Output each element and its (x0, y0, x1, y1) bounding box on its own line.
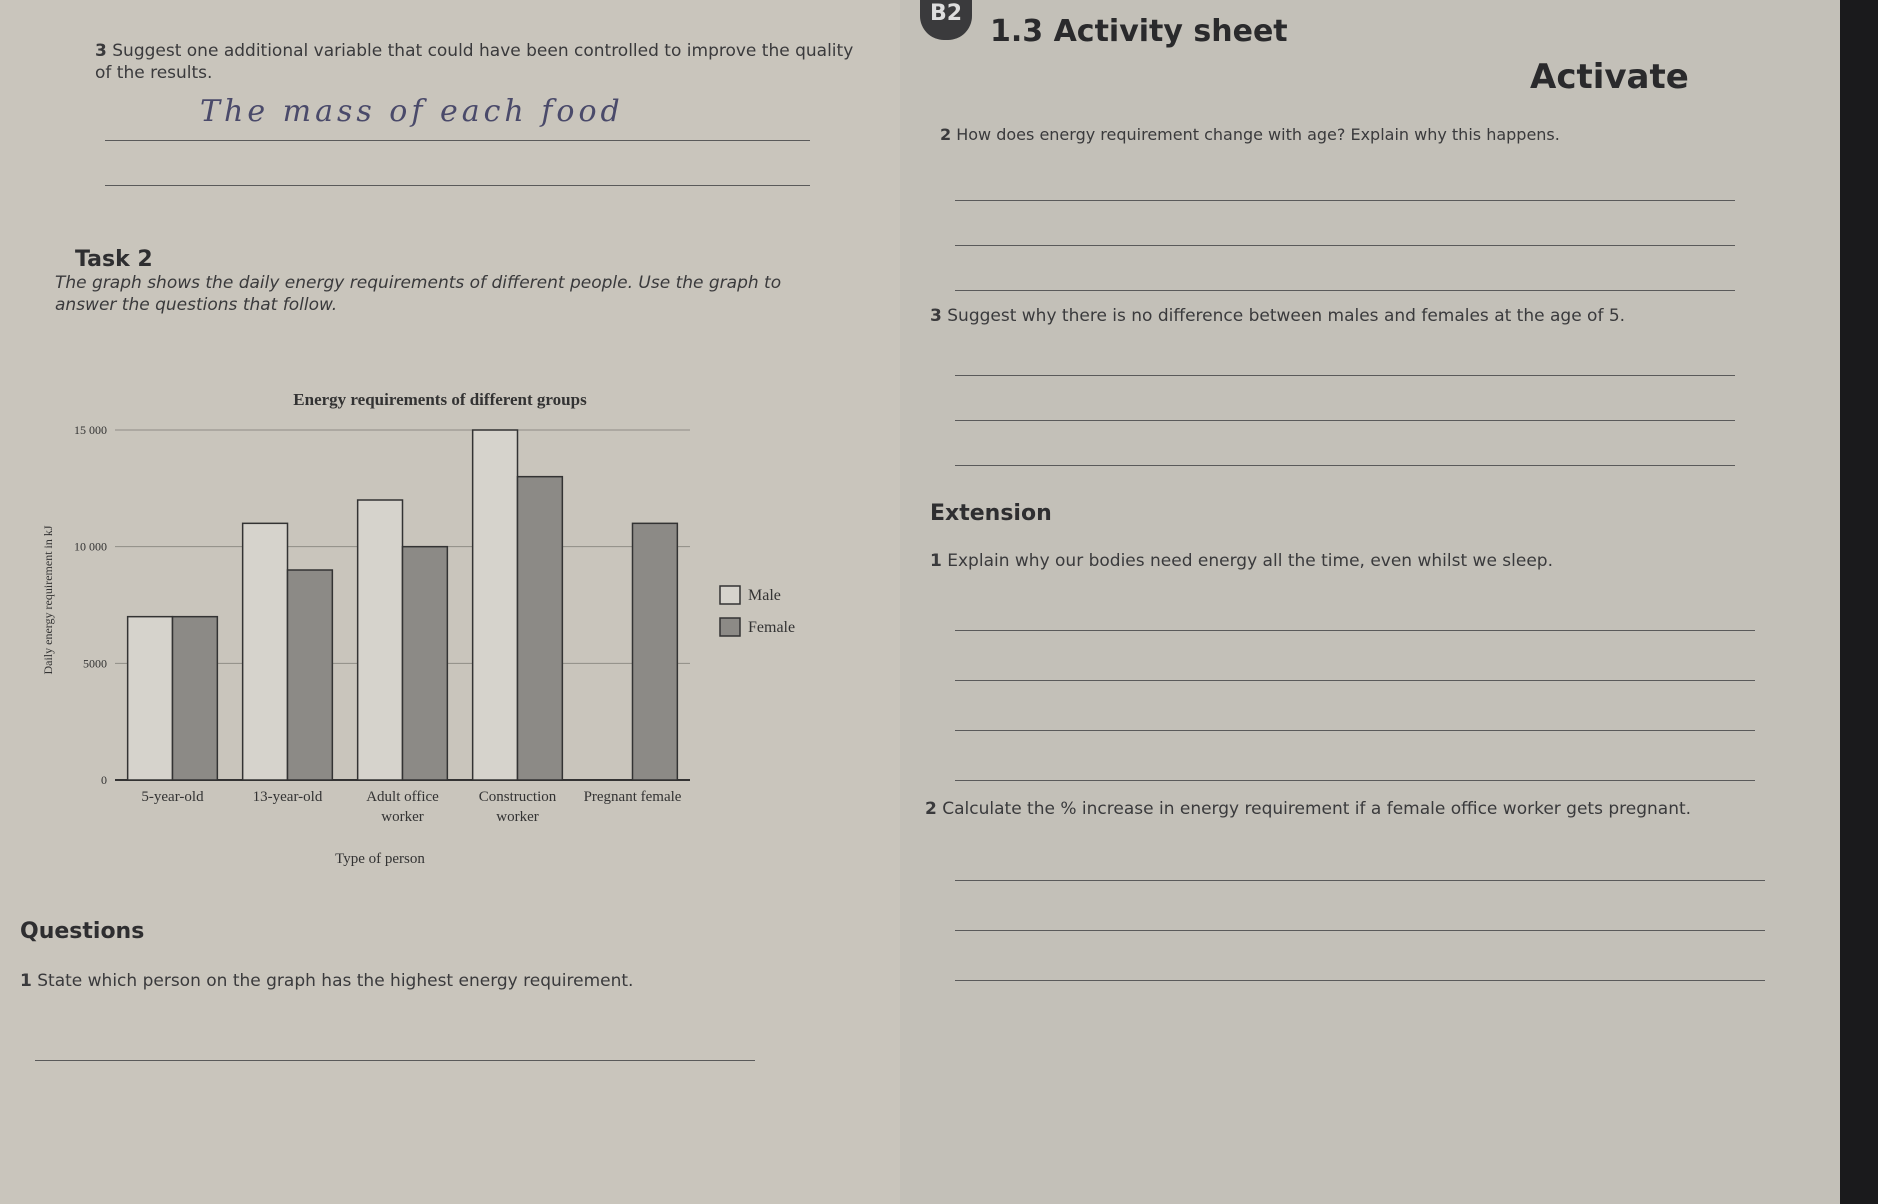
answer-line (955, 780, 1755, 781)
answer-line (955, 980, 1765, 981)
x-tick-wrap: 13-year-old (252, 789, 323, 805)
question-text: Suggest why there is no difference betwe… (947, 306, 1626, 326)
x-tick-wrap: 5-year-old (141, 789, 204, 805)
question-text: Explain why our bodies need energy all t… (947, 551, 1553, 571)
x-tick-wrap: Adult office worker (366, 789, 439, 825)
y-tick-label: 15 000 (74, 423, 107, 437)
heading: Task 2 (75, 247, 153, 272)
answer-line (955, 465, 1735, 466)
question-number: 3 (930, 306, 942, 326)
question-number: 1 (20, 971, 32, 991)
intro: The graph shows the daily energy require… (55, 273, 782, 316)
question-text: Calculate the % increase in energy requi… (942, 799, 1692, 819)
x-tick-label: Pregnant female (583, 789, 682, 805)
y-tick-label: 0 (101, 773, 107, 787)
x-tick-wrap: Pregnant female (583, 789, 682, 805)
question-number: 3 (95, 41, 107, 61)
legend-label: Female (748, 619, 795, 636)
handwritten-answer: The mass of each food (200, 94, 624, 129)
bar (516, 475, 564, 781)
question-text: State which person on the graph has the … (37, 971, 634, 991)
heading: Questions (20, 919, 145, 944)
y-tick-label: 5000 (83, 656, 107, 670)
bar (241, 522, 289, 781)
answer-line (35, 1060, 755, 1061)
chart: Energy requirements of different groups … (41, 390, 795, 867)
x-tick-label: 5-year-old (141, 789, 204, 805)
question-text: How does energy requirement change with … (956, 125, 1560, 144)
question-text: Suggest one additional variable that cou… (95, 41, 854, 84)
question-number: 1 (930, 551, 942, 571)
question: 3 Suggest one additional variable that c… (95, 40, 855, 84)
question: 2 Calculate the % increase in energy req… (925, 798, 1825, 820)
legend-swatch (719, 585, 741, 605)
bar (171, 615, 219, 781)
bar (126, 615, 174, 781)
bar (471, 429, 519, 781)
question-number: 2 (925, 799, 937, 819)
sheet-title: 1.3 Activity sheet (990, 14, 1288, 49)
answer-line (955, 630, 1755, 631)
answer-line (105, 140, 810, 141)
x-tick-label: Construction worker (478, 789, 557, 825)
answer-line (955, 880, 1765, 881)
answer-line (955, 375, 1735, 376)
answer-line (955, 290, 1735, 291)
right-page: B2 1.3 Activity sheet Activate 2 How doe… (900, 0, 1840, 1204)
bar (401, 545, 449, 781)
badge: B2 (920, 0, 972, 40)
chart-title: Energy requirements of different groups (293, 390, 587, 409)
bar (286, 569, 334, 781)
tag: Activate (1530, 57, 1689, 97)
x-tick-label: Adult office worker (366, 789, 439, 825)
y-tick-label: 10 000 (74, 540, 107, 554)
question-number: 2 (940, 125, 952, 144)
answer-line (955, 930, 1765, 931)
answer-line (955, 420, 1735, 421)
answer-line (105, 185, 810, 186)
bar (631, 522, 679, 781)
x-axis-label: Type of person (335, 851, 425, 867)
question: 2 How does energy requirement change wit… (940, 125, 1800, 146)
legend-label: Male (748, 587, 781, 604)
answer-line (955, 730, 1755, 731)
answer-line (955, 200, 1735, 201)
y-axis-label: Daily energy requirement in kJ (41, 525, 55, 674)
heading: Extension (930, 501, 1052, 526)
answer-line (955, 245, 1735, 246)
x-tick-wrap: Construction worker (478, 789, 557, 825)
bar (356, 499, 404, 781)
question: 3 Suggest why there is no difference bet… (930, 305, 1810, 327)
question: 1 Explain why our bodies need energy all… (930, 550, 1810, 572)
legend-swatch (719, 617, 741, 637)
left-page: 3 Suggest one additional variable that c… (0, 0, 900, 1204)
answer-line (955, 680, 1755, 681)
x-tick-label: 13-year-old (252, 789, 323, 805)
question: 1 State which person on the graph has th… (20, 970, 820, 992)
